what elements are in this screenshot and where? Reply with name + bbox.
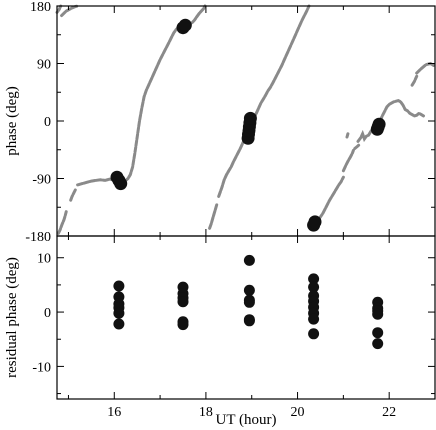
top-y-tick-label: 90: [37, 58, 51, 73]
phase-data-point: [372, 117, 386, 131]
phase-trace-segment: [410, 74, 419, 87]
residual-data-point: [113, 318, 125, 330]
top-axis-ticks: [57, 5, 436, 237]
residual-data-point: [308, 328, 320, 340]
residual-point-series: [113, 254, 384, 350]
phase-data-point: [243, 111, 257, 125]
phase-data-point: [308, 215, 322, 229]
top-y-tick-label: -90: [32, 173, 51, 188]
phase-trace-segment: [56, 210, 68, 235]
phase-data-point: [178, 18, 192, 32]
residual-data-point: [372, 308, 384, 320]
phase-data-point: [114, 177, 128, 191]
bottom-y-tick-labels: -10 0 10: [32, 252, 51, 376]
residual-data-point: [243, 296, 255, 308]
residual-data-point: [177, 296, 189, 308]
residual-data-point: [308, 273, 320, 285]
residual-data-point: [177, 319, 189, 331]
x-tick-label: 22: [382, 405, 396, 420]
phase-trace-segment: [378, 98, 425, 123]
phase-trace-segment: [345, 132, 350, 139]
phase-trace-segment: [55, 4, 63, 14]
residual-data-point: [308, 281, 320, 293]
residual-data-point: [372, 338, 384, 350]
bottom-y-tick-label: 0: [44, 306, 51, 321]
bottom-x-tick-labels: 16 18 20 22: [107, 405, 396, 420]
top-panel: -180 -90 0 90 180 phase (deg): [4, 0, 436, 245]
residual-data-point: [308, 313, 320, 325]
bottom-y-axis-label: residual phase (deg): [4, 257, 20, 378]
phase-trace-segment: [60, 4, 80, 18]
top-y-tick-labels: -180 -90 0 90 180: [25, 0, 51, 245]
top-y-axis-label: phase (deg): [4, 86, 20, 156]
residual-data-point: [113, 280, 125, 292]
residual-data-point: [243, 284, 255, 296]
x-tick-label: 20: [291, 405, 305, 420]
top-y-tick-label: 0: [44, 115, 51, 130]
x-axis-label: UT (hour): [216, 412, 277, 428]
phase-trace-segment: [341, 148, 355, 173]
phase-trace-segment: [415, 61, 436, 75]
top-y-tick-label: 180: [30, 0, 51, 15]
residual-data-point: [372, 327, 384, 339]
phase-trace-segment: [217, 4, 311, 198]
phase-trace-segment: [69, 188, 77, 202]
residual-data-point: [243, 315, 255, 327]
phase-trace-segment: [208, 202, 219, 230]
residual-data-point: [113, 307, 125, 319]
bottom-panel: -10 0 10 16 18 20 22 residual phase (deg) UT …: [4, 235, 436, 428]
phase-trace-segment: [353, 143, 361, 150]
bottom-y-tick-label: 10: [37, 252, 51, 267]
phase-trace-segment: [122, 4, 207, 184]
phase-point-series: [110, 18, 386, 232]
x-tick-label: 16: [107, 405, 121, 420]
bottom-axis-ticks: [57, 236, 436, 399]
x-tick-label: 18: [199, 405, 213, 420]
bottom-y-tick-label: -10: [32, 360, 51, 375]
top-y-tick-label: -180: [25, 230, 51, 245]
residual-data-point: [243, 254, 255, 266]
bottom-plot-frame: [56, 235, 436, 400]
